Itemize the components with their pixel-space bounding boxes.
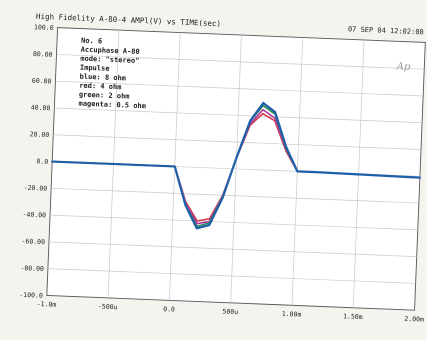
legend-line: magenta: 0.5 ohm	[78, 100, 146, 111]
series-line-1	[51, 101, 421, 230]
y-tick-label: 80.00	[33, 50, 53, 59]
x-tick-label: -1.0m	[37, 300, 57, 309]
y-tick-label: -100.0	[19, 291, 43, 300]
y-tick-label: 40.00	[31, 104, 51, 113]
x-tick-label: 0.0	[163, 305, 175, 313]
chart-title: High Fidelity A-80-4 AMPl(V) vs TIME(sec…	[36, 12, 221, 28]
x-tick-label: 1.00m	[282, 310, 302, 319]
grid-line-v	[230, 35, 242, 303]
legend-line: blue: 8 ohm	[79, 73, 126, 83]
y-tick-label: 100.0	[34, 23, 54, 32]
x-tick-label: -500u	[98, 302, 118, 311]
x-tick-label: 500u	[222, 307, 238, 316]
y-tick-label: 60.00	[32, 77, 52, 86]
legend-line: Impulse	[80, 64, 110, 73]
y-tick-label: 0.0	[36, 157, 48, 165]
series-lines	[51, 101, 421, 230]
legend-line: mode: "stereo"	[80, 55, 139, 65]
y-tick-label: -20.00	[23, 184, 47, 193]
x-tick-label: 1.50m	[343, 312, 363, 321]
y-tick-labels: 100.0 80.00 60.00 40.00 20.00 0.0 -20.00 -40.00…	[19, 23, 54, 300]
legend-line: No. 6	[81, 37, 102, 46]
timestamp: 07 SEP 04 12:02:00	[348, 25, 424, 36]
legend-line: Accuphase A-80	[81, 46, 140, 56]
x-tick-label: 2.00m	[404, 315, 424, 324]
ap-logo: Ap	[395, 61, 411, 73]
y-tick-label: -80.00	[20, 264, 44, 273]
y-tick-label: 20.00	[30, 130, 50, 139]
x-tick-labels: -1.0m -500u 0.0 500u 1.00m 1.50m 2.00m	[37, 300, 425, 324]
y-tick-label: -60.00	[21, 237, 45, 246]
legend-line: green: 2 ohm	[79, 91, 130, 101]
y-tick-label: -40.00	[22, 210, 46, 219]
legend-line: red: 4 ohm	[79, 82, 121, 92]
